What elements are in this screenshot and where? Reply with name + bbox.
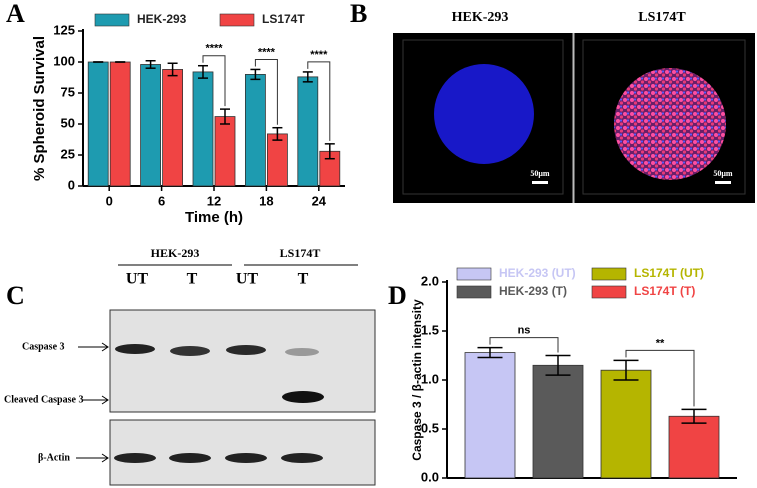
significance-bracket <box>625 349 695 407</box>
legend-label: LS174T (UT) <box>634 266 704 280</box>
panel-label: D <box>388 281 407 310</box>
y-tick-label: 0.0 <box>421 469 439 484</box>
spheroid <box>614 68 726 180</box>
significance-label: **** <box>310 49 328 61</box>
band <box>285 348 319 356</box>
panel-label: C <box>6 281 25 310</box>
band <box>170 346 210 356</box>
bar <box>162 69 184 187</box>
lane-label: UT <box>126 271 149 288</box>
bar <box>109 61 131 187</box>
band <box>114 453 156 463</box>
frame <box>582 39 746 195</box>
y-tick-label: 1.0 <box>421 371 439 386</box>
bar <box>464 352 516 479</box>
legend-label: HEK-293 (T) <box>499 284 567 298</box>
image-title: LS174T <box>638 10 686 25</box>
blot <box>109 419 376 486</box>
significance-bracket <box>307 61 331 141</box>
image-title: HEK-293 <box>452 10 509 25</box>
y-tick-label: 1.5 <box>421 322 439 337</box>
legend-label: LS174T (T) <box>634 284 695 298</box>
bar <box>214 116 236 187</box>
arrows <box>76 342 109 463</box>
spheroid <box>434 64 534 164</box>
legend-swatch <box>94 13 130 27</box>
bar <box>532 364 584 479</box>
bar <box>668 415 720 479</box>
x-tick-label: 24 <box>312 193 327 208</box>
frame <box>402 39 564 195</box>
band-label: Caspase 3 <box>22 341 65 352</box>
lane-label: T <box>187 271 198 288</box>
y-tick-label: 125 <box>53 22 75 37</box>
x-tick-label: 12 <box>207 193 221 208</box>
bar <box>600 369 652 479</box>
band <box>169 453 211 463</box>
lane-label: T <box>298 271 309 288</box>
panel-label: B <box>350 0 367 28</box>
band <box>281 453 323 463</box>
x-tick-label: 18 <box>259 193 273 208</box>
legend-swatch <box>456 267 492 281</box>
significance-label: ** <box>656 337 665 349</box>
y-tick-label: 100 <box>53 53 75 68</box>
y-axis-label: % Spheroid Survival <box>31 36 48 181</box>
significance-bracket <box>489 337 559 353</box>
legend-swatch <box>219 13 255 27</box>
bar <box>266 133 288 187</box>
band-label: β-Actin <box>38 452 70 463</box>
band <box>226 345 266 355</box>
scale-bar <box>532 181 548 184</box>
scale-label: 50μm <box>530 169 550 178</box>
significance-bracket <box>202 55 226 107</box>
legend-label: HEK-293 <box>137 12 187 26</box>
y-tick-label: 50 <box>61 115 75 130</box>
legend-swatch <box>456 285 492 299</box>
legend-label: LS174T <box>262 12 305 26</box>
significance-bracket <box>254 58 278 125</box>
scale-label: 50μm <box>713 169 733 178</box>
y-tick-label: 2.0 <box>421 273 439 288</box>
x-tick-label: 6 <box>158 193 165 208</box>
y-tick-label: 75 <box>61 84 75 99</box>
significance-label: **** <box>258 46 276 58</box>
blot <box>109 309 376 413</box>
x-tick-label: 0 <box>106 193 113 208</box>
band <box>225 453 267 463</box>
lane-label: UT <box>236 271 259 288</box>
significance-label: **** <box>205 43 223 55</box>
legend-swatch <box>591 267 627 281</box>
bar <box>140 64 162 187</box>
band <box>282 391 324 403</box>
bar <box>297 76 319 187</box>
legend-swatch <box>591 285 627 299</box>
group-label: HEK-293 <box>151 246 200 260</box>
bar <box>192 71 214 187</box>
legend-label: HEK-293 (UT) <box>499 266 576 280</box>
y-tick-label: 0 <box>68 177 75 192</box>
panel-label: A <box>6 0 25 28</box>
band <box>115 344 155 354</box>
bar <box>244 74 266 187</box>
y-tick-label: 0.5 <box>421 420 439 435</box>
y-tick-label: 25 <box>61 146 75 161</box>
scale-bar <box>715 181 731 184</box>
x-axis-label: Time (h) <box>185 209 243 226</box>
bar <box>87 61 109 187</box>
band-label: Cleaved Caspase 3 <box>4 394 83 405</box>
y-axis-label: Caspase 3 / β-actin intensity <box>410 299 424 461</box>
significance-label: ns <box>518 325 531 337</box>
group-label: LS174T <box>280 246 321 260</box>
